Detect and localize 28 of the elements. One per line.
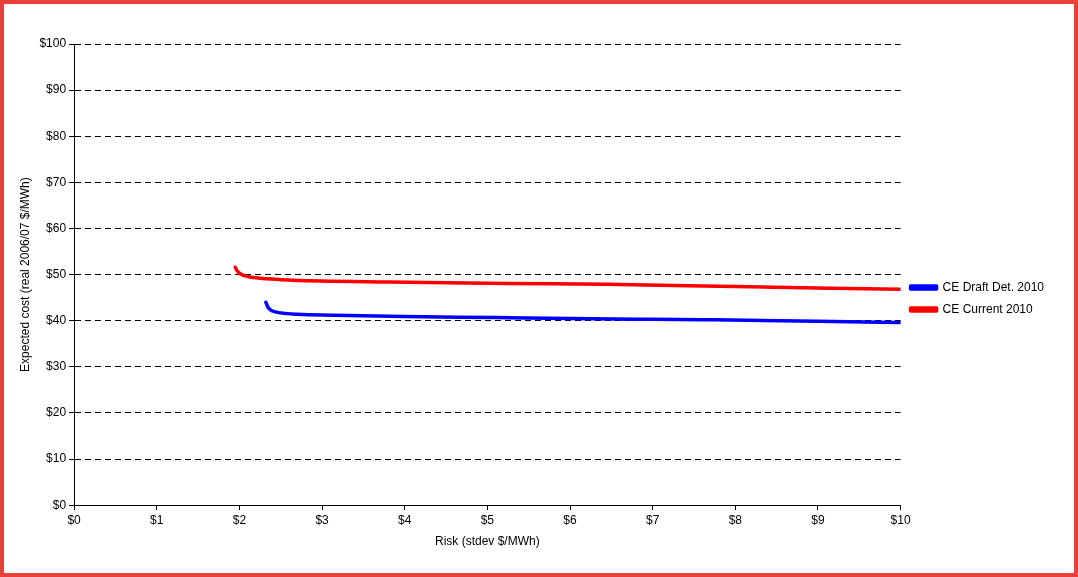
line-series bbox=[264, 300, 901, 325]
y-tick-label: $10 bbox=[46, 451, 67, 466]
x-axis-title: Risk (stdev $/MWh) bbox=[435, 534, 540, 549]
y-tick-label: $70 bbox=[46, 174, 67, 189]
y-tick-label: $80 bbox=[46, 128, 67, 143]
y-tick-label: $40 bbox=[46, 313, 67, 328]
x-tick-label: $0 bbox=[67, 512, 82, 527]
x-tick-label: $1 bbox=[150, 512, 164, 527]
x-tick-label: $5 bbox=[480, 512, 495, 527]
x-tick-label: $8 bbox=[728, 512, 743, 527]
y-tick-label: $30 bbox=[46, 359, 67, 374]
line-series bbox=[233, 265, 901, 292]
x-tick-label: $3 bbox=[315, 512, 330, 527]
y-tick-label: $50 bbox=[46, 266, 67, 281]
x-tick-label: $9 bbox=[811, 512, 825, 527]
x-tick-label: $6 bbox=[563, 512, 577, 527]
x-tick-label: $7 bbox=[645, 512, 660, 527]
legend-label: CE Draft Det. 2010 bbox=[942, 279, 1045, 294]
y-tick-label: $20 bbox=[46, 405, 67, 420]
y-tick-label: $90 bbox=[46, 82, 67, 97]
y-tick-label: $100 bbox=[39, 36, 67, 51]
x-tick-label: $10 bbox=[890, 512, 911, 527]
legend-label: CE Current 2010 bbox=[942, 301, 1033, 316]
x-tick-label: $2 bbox=[232, 512, 247, 527]
y-tick-label: $0 bbox=[52, 497, 67, 512]
y-axis-title: Expected cost (real 2006/07 $/MWh) bbox=[17, 177, 32, 372]
x-tick-label: $4 bbox=[398, 512, 412, 527]
y-tick-label: $60 bbox=[46, 220, 67, 235]
